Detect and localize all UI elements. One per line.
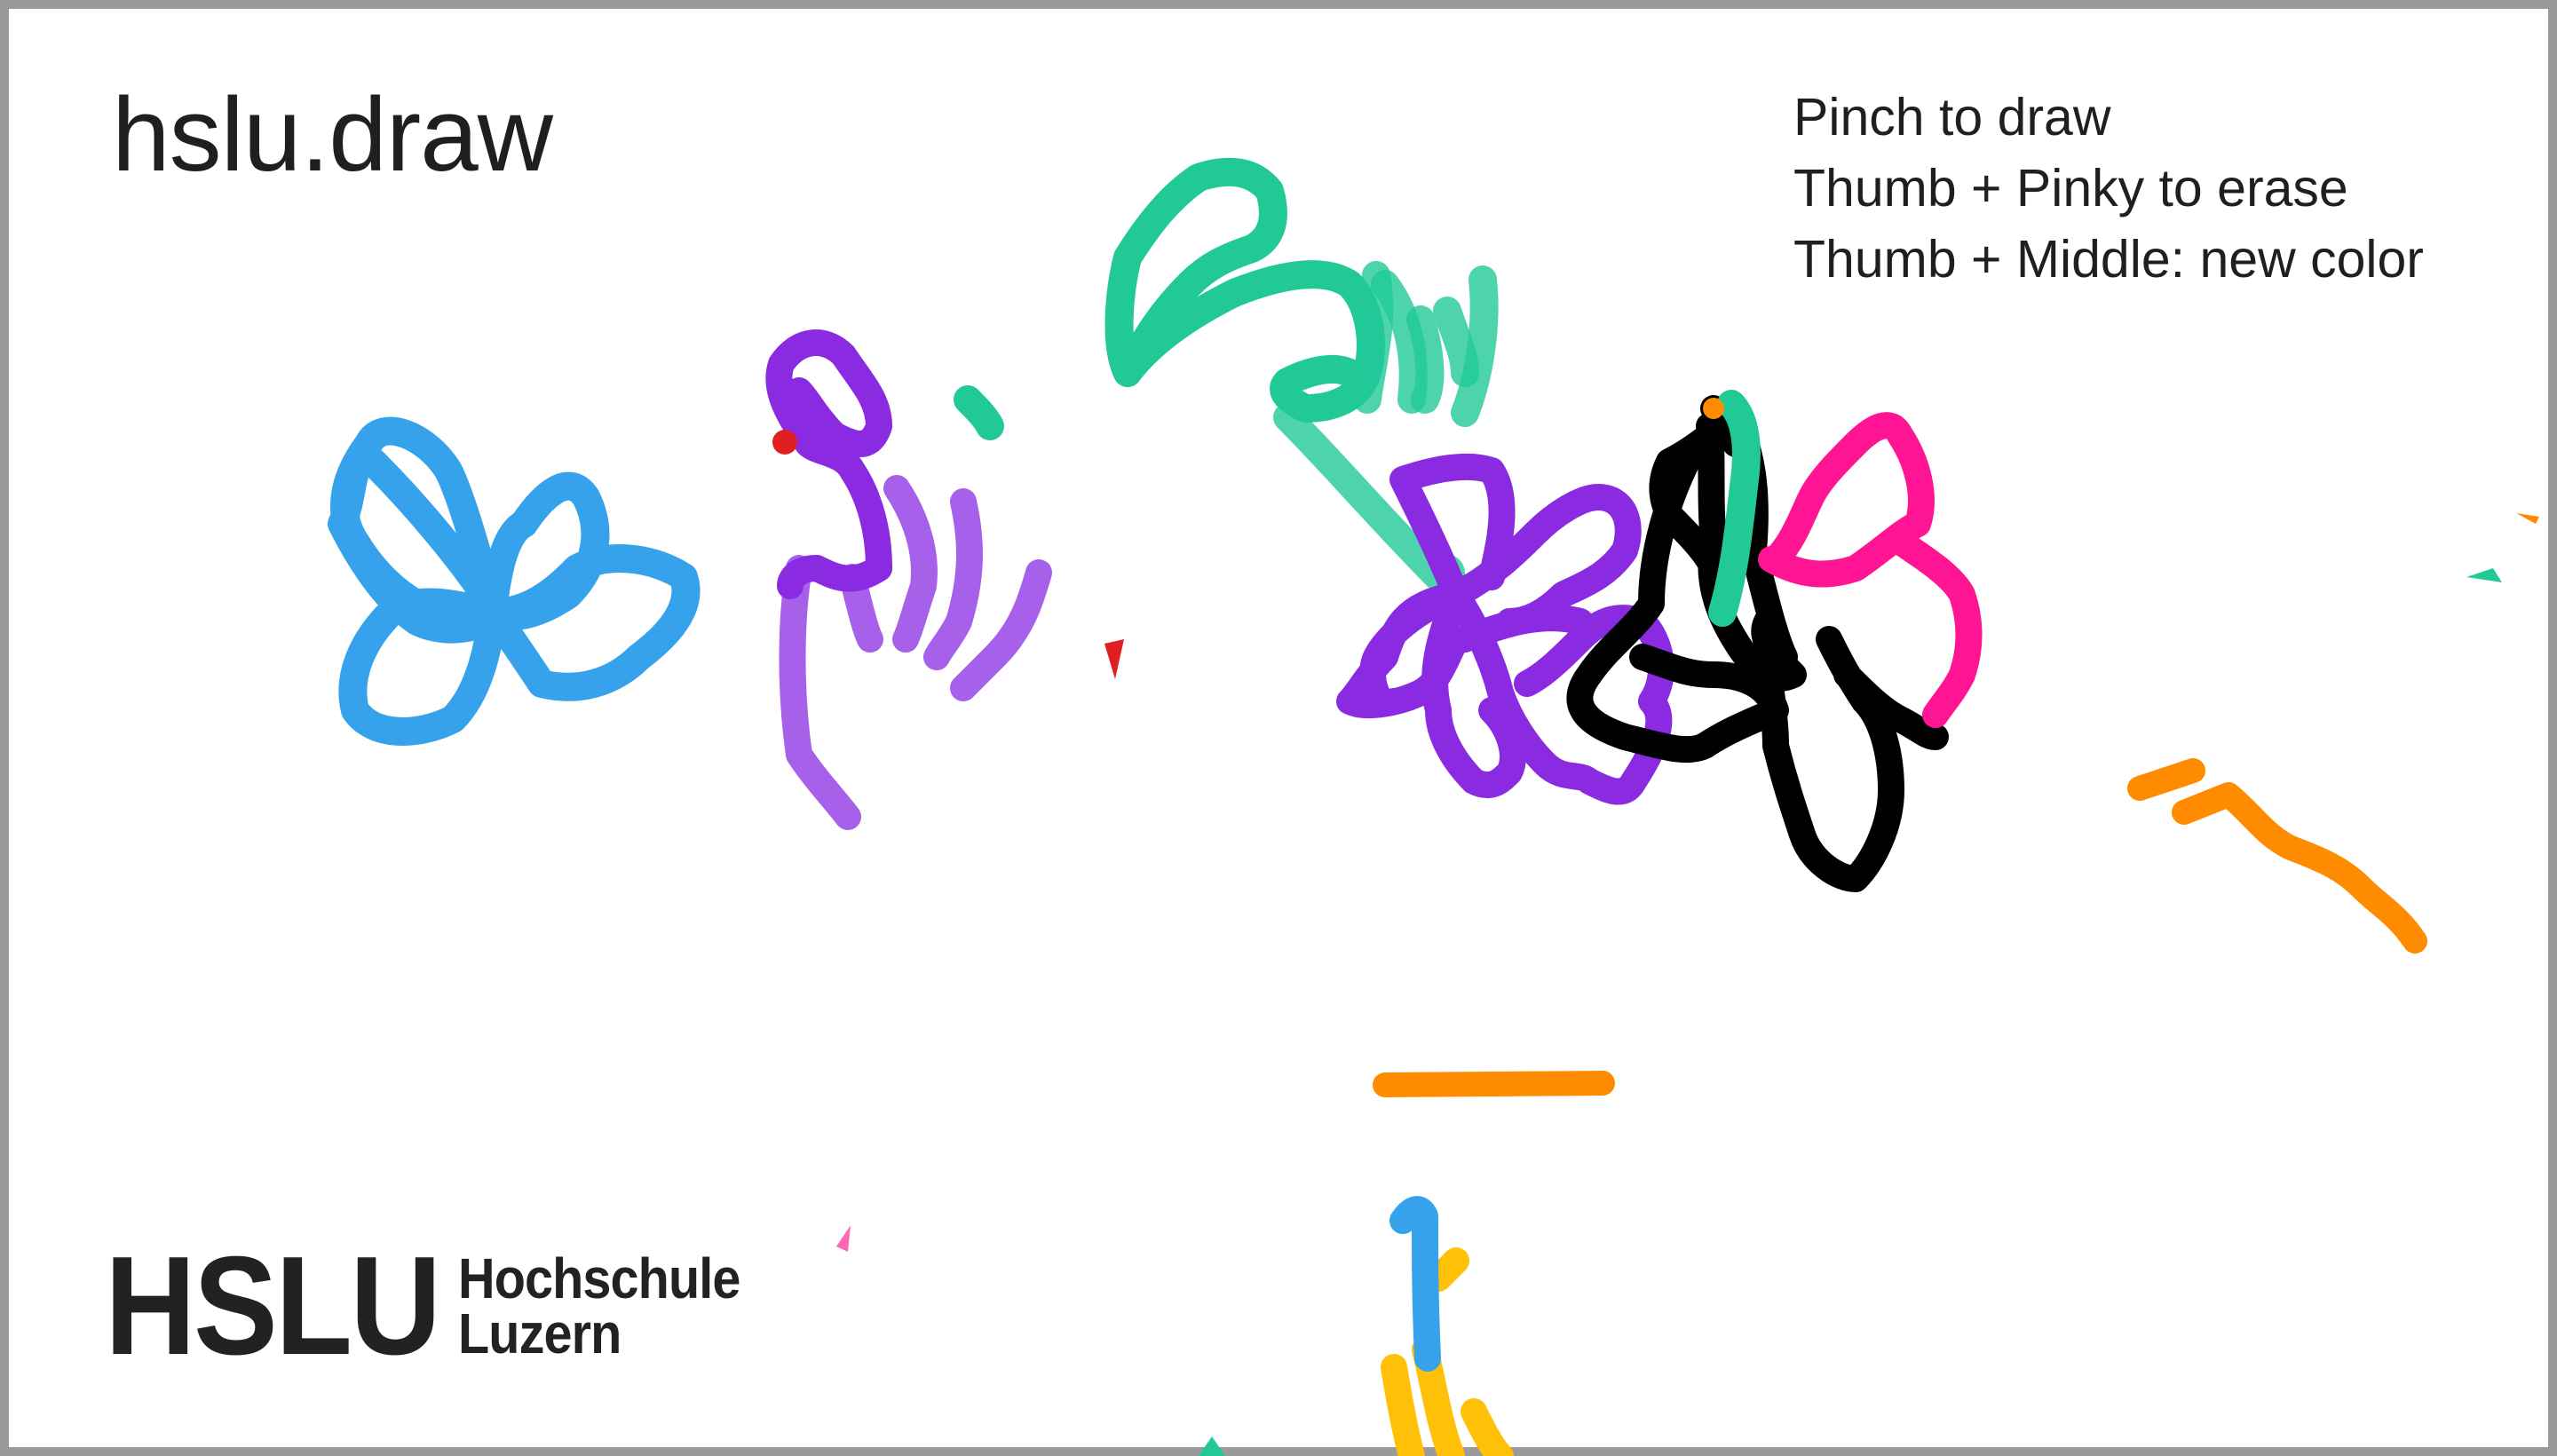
instruction-line-erase: Thumb + Pinky to erase [1793, 153, 2424, 224]
blue-stroke [1403, 1209, 1428, 1358]
logo-line-2: Luzern [458, 1306, 740, 1361]
purple-stem-stroke [793, 488, 1040, 817]
logo-line-1: Hochschule [458, 1251, 740, 1306]
yellow-stroke [1394, 1261, 1500, 1456]
green-leaf-stroke [968, 172, 1371, 426]
instruction-line-draw: Pinch to draw [1793, 82, 2424, 153]
green-stem-stroke [1287, 275, 1484, 580]
app-title: hslu.draw [112, 78, 552, 194]
blue-flower-stroke [342, 431, 686, 732]
logo-wordmark: Hochschule Luzern [458, 1251, 740, 1361]
instructions-panel: Pinch to draw Thumb + Pinky to erase Thu… [1793, 82, 2424, 295]
hslu-logo: HSLU Hochschule Luzern [105, 1236, 772, 1376]
instruction-line-color: Thumb + Middle: new color [1793, 224, 2424, 295]
logo-mark: HSLU [105, 1236, 439, 1376]
purple-flower-stroke [779, 343, 879, 586]
